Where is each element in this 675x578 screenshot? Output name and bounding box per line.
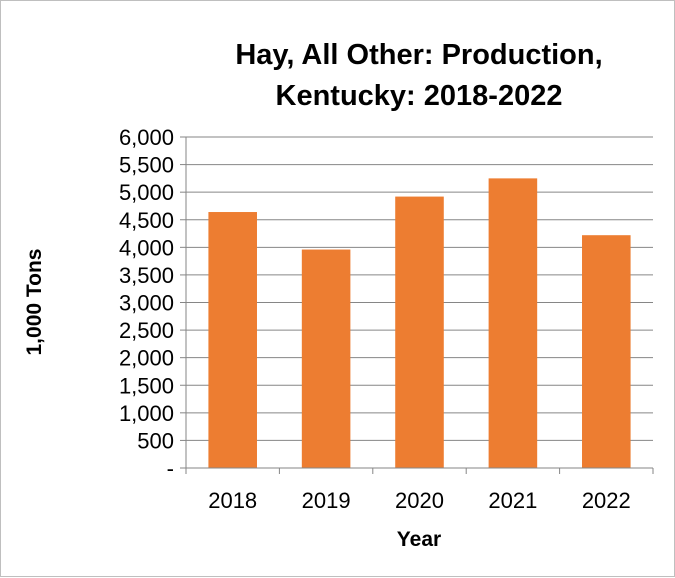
x-tick-label: 2018: [208, 488, 257, 513]
y-tick-label: 3,500: [119, 263, 174, 288]
chart-title-line-2: Kentucky: 2018-2022: [276, 80, 563, 112]
y-axis-title: 1,000 Tons: [23, 249, 46, 356]
x-tick-label: 2021: [488, 488, 537, 513]
x-axis-title: Year: [397, 528, 441, 551]
x-tick-label: 2020: [395, 488, 444, 513]
y-tick-label: 4,000: [119, 235, 174, 260]
bar-2021: [488, 178, 538, 468]
y-tick-label: 2,500: [119, 318, 174, 343]
y-tick-label: 6,000: [119, 125, 174, 150]
x-tick-labels: 2018 2019 2020 2021 2022: [208, 488, 631, 513]
y-tick-label: 5,000: [119, 180, 174, 205]
y-tick-label: 2,000: [119, 346, 174, 371]
y-tick-label: 5,500: [119, 153, 174, 178]
chart-title-line-1: Hay, All Other: Production,: [235, 39, 602, 71]
x-tick-label: 2022: [582, 488, 631, 513]
y-tick-label: -: [167, 456, 174, 481]
bar-2022: [582, 235, 631, 468]
bar-2018: [208, 212, 257, 468]
y-tick-label: 1,500: [119, 373, 174, 398]
bars: [208, 178, 631, 468]
y-tick-label: 500: [137, 428, 174, 453]
y-tick-label: 1,000: [119, 401, 174, 426]
axes: [185, 467, 654, 474]
y-tick-label: 3,000: [119, 291, 174, 316]
y-tick-label: 4,500: [119, 208, 174, 233]
bar-2020: [395, 196, 444, 468]
bar-2019: [301, 249, 351, 468]
x-tick-label: 2019: [302, 488, 351, 513]
